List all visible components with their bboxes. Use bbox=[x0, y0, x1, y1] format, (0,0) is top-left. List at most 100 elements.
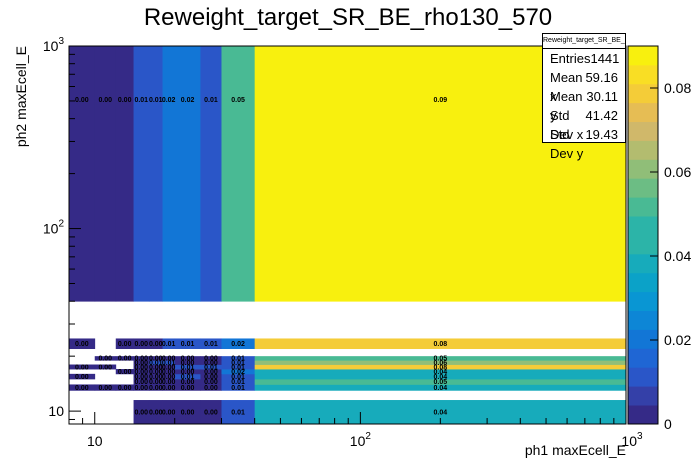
cell-value-label: 0.01 bbox=[204, 341, 218, 348]
heatmap-cell bbox=[174, 46, 201, 302]
cell-value-label: 0.01 bbox=[231, 360, 245, 367]
heatmap-cell bbox=[221, 369, 256, 375]
cell-value-label: 0.00 bbox=[98, 364, 112, 371]
cell-value-label: 0.01 bbox=[231, 356, 245, 363]
cell-value-label: 0.00 bbox=[75, 97, 89, 104]
heatmap-cell bbox=[254, 364, 627, 370]
cell-value-label: 0.08 bbox=[434, 364, 448, 371]
colorbar-tick-label: 0 bbox=[664, 416, 672, 432]
cell-value-labels: 0.00 0.00 0.00 0.00 0.00 0.01 0.040.00 0.00 0.00… bbox=[75, 97, 447, 417]
heatmap-cell bbox=[133, 384, 150, 391]
stats-std-y-row: Std Dev y 19.43 bbox=[543, 125, 625, 161]
cell-value-label: 0.01 bbox=[149, 97, 163, 104]
cell-value-label: 0.04 bbox=[434, 374, 448, 381]
heatmap-cell bbox=[174, 373, 201, 380]
heatmap-cell bbox=[200, 384, 222, 391]
colorbar-segment bbox=[628, 310, 658, 330]
cell-value-label: 0.00 bbox=[75, 374, 89, 381]
heatmap-cell bbox=[133, 356, 150, 361]
cell-value-label: 0.05 bbox=[231, 97, 245, 104]
cell-value-label: 0.00 bbox=[118, 341, 132, 348]
heatmap-cell bbox=[174, 338, 201, 350]
stats-mean-x-label: Mean x bbox=[550, 70, 583, 104]
color-scale-bar: 0 0.02 0.04 0.06 0.08 bbox=[627, 45, 691, 432]
heatmap-cell bbox=[133, 378, 150, 385]
stats-entries-value: 1441 bbox=[590, 51, 620, 66]
cell-value-label: 0.06 bbox=[434, 360, 448, 367]
heatmap-cell bbox=[200, 400, 222, 425]
heatmap-cell bbox=[174, 369, 201, 375]
cell-value-label: 0.00 bbox=[98, 97, 112, 104]
cell-value-label: 0.00 bbox=[75, 341, 89, 348]
colorbar-segment bbox=[628, 121, 658, 141]
colorbar-segment bbox=[628, 291, 658, 311]
heatmap-cell bbox=[254, 378, 627, 385]
stats-std-x-value: 41.42 bbox=[585, 108, 618, 123]
cell-value-label: 0.09 bbox=[434, 97, 448, 104]
cell-value-label: 0.01 bbox=[181, 341, 195, 348]
colorbar-segment bbox=[628, 178, 658, 198]
cell-value-label: 0.00 bbox=[149, 369, 163, 376]
heatmap-cell bbox=[133, 373, 150, 380]
cell-value-label: 0.00 bbox=[204, 374, 218, 381]
colorbar-segment bbox=[628, 102, 658, 122]
cell-value-label: 0.05 bbox=[434, 356, 448, 363]
colorbar-tick-label: 0.08 bbox=[664, 80, 691, 96]
colorbar-tick-label: 0.02 bbox=[664, 332, 691, 348]
heatmap-cell bbox=[162, 338, 176, 350]
stats-mean-y-label: Mean y bbox=[550, 89, 583, 123]
heatmap-cell bbox=[221, 373, 256, 380]
y-tick-label: 102 bbox=[43, 219, 65, 237]
x-axis-ticks: 10 102 103 bbox=[68, 412, 643, 449]
cell-value-label: 0.00 bbox=[149, 410, 163, 417]
heatmap-cell bbox=[162, 373, 176, 380]
cell-value-label: 0.00 bbox=[118, 356, 132, 363]
heatmap-cell bbox=[221, 400, 256, 425]
cell-value-label: 0.00 bbox=[149, 356, 163, 363]
cell-value-label: 0.04 bbox=[434, 369, 448, 376]
heatmap-cell bbox=[133, 369, 150, 375]
cell-value-label: 0.00 bbox=[149, 341, 163, 348]
colorbar-segment bbox=[628, 46, 658, 66]
heatmap-cell bbox=[115, 369, 134, 375]
heatmap-cell bbox=[69, 384, 96, 391]
stats-std-y-value: 19.43 bbox=[585, 127, 618, 142]
cell-value-label: 0.01 bbox=[134, 97, 148, 104]
stats-std-x-row: Std Dev x 41.42 bbox=[543, 106, 625, 142]
heatmap-cell bbox=[174, 384, 201, 391]
cell-value-label: 0.01 bbox=[149, 360, 163, 367]
heatmap-cell bbox=[148, 369, 163, 375]
colorbar-segment bbox=[628, 329, 658, 349]
stats-entries-row: Entries 1441 bbox=[543, 49, 625, 68]
cell-value-label: 0.00 bbox=[149, 374, 163, 381]
colorbar-segment bbox=[628, 197, 658, 217]
heatmap-cell bbox=[133, 360, 150, 365]
heatmap-cell bbox=[174, 364, 201, 370]
x-tick-label: 10 bbox=[87, 433, 103, 449]
heatmap-cell bbox=[200, 373, 222, 380]
cell-value-label: 0.01 bbox=[231, 410, 245, 417]
colorbar-segment bbox=[628, 253, 658, 274]
cell-value-label: 0.00 bbox=[204, 356, 218, 363]
cell-value-label: 0.05 bbox=[434, 379, 448, 386]
colorbar-segment bbox=[628, 159, 658, 179]
cell-value-label: 0.00 bbox=[118, 97, 132, 104]
colorbar-tick-label: 0.06 bbox=[664, 164, 691, 180]
heatmap-cell bbox=[148, 360, 163, 365]
stats-mean-x-row: Mean x 59.16 bbox=[543, 68, 625, 104]
colorbar-tick-label: 0.04 bbox=[664, 248, 691, 264]
y-axis-ticks: 10 102 103 bbox=[43, 36, 81, 420]
cell-value-label: 0.00 bbox=[118, 369, 132, 376]
heatmap-cell bbox=[148, 384, 163, 391]
heatmap-cell bbox=[221, 384, 256, 391]
x-tick-label: 102 bbox=[350, 431, 372, 449]
cell-value-label: 0.00 bbox=[162, 364, 176, 371]
cell-value-label: 0.00 bbox=[134, 356, 148, 363]
colorbar-segment bbox=[628, 235, 658, 255]
heatmap-cell bbox=[162, 384, 176, 391]
heatmap-cell bbox=[148, 400, 163, 425]
heatmap-cell bbox=[200, 378, 222, 385]
cell-value-label: 0.00 bbox=[134, 385, 148, 392]
colorbar-segment bbox=[628, 386, 658, 406]
stats-mean-x-value: 59.16 bbox=[585, 70, 618, 85]
